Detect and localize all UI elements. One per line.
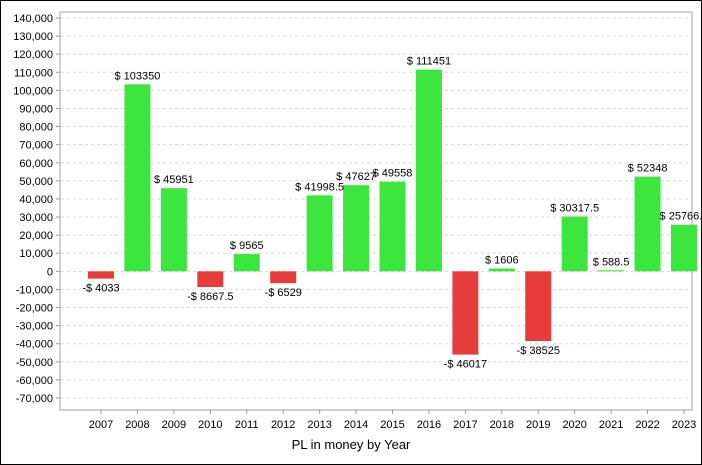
data-labels: -$ 4033 $ 103350 $ 45951 -$ 8667.5 $ 9565 -$ … <box>82 56 701 371</box>
y-tick-label: -70,000 <box>16 393 53 405</box>
y-tick-label: -30,000 <box>16 321 53 333</box>
data-label: $ 41998.5 <box>295 181 344 193</box>
y-tick-label: 110,000 <box>14 67 53 79</box>
bar <box>415 69 442 272</box>
x-tick-label: 2010 <box>198 419 222 431</box>
x-tick-label: 2015 <box>380 419 404 431</box>
bar <box>488 268 515 272</box>
data-label: $ 9565 <box>230 240 264 252</box>
y-tick-label: 40,000 <box>19 194 53 206</box>
y-tick-label: -50,000 <box>16 357 53 369</box>
x-tick-label: 2014 <box>344 419 368 431</box>
x-tick-label: 2019 <box>526 419 550 431</box>
y-axis-ticks: 140,000 130,000 120,000 110,000 100,000 90,00… <box>13 13 60 405</box>
y-tick-label: -10,000 <box>16 284 53 296</box>
bar <box>379 181 406 272</box>
bar <box>525 271 552 342</box>
x-tick-label: 2016 <box>417 419 441 431</box>
bar <box>233 254 260 272</box>
y-tick-label: 50,000 <box>19 176 53 188</box>
y-tick-label: 20,000 <box>19 230 53 242</box>
y-tick-label: -40,000 <box>16 339 53 351</box>
y-tick-label: 140,000 <box>13 13 53 25</box>
x-tick-label: 2009 <box>162 419 186 431</box>
x-tick-label: 2023 <box>672 419 696 431</box>
data-label: $ 25766.5 <box>660 211 701 223</box>
y-tick-label: 30,000 <box>19 212 53 224</box>
x-tick-label: 2022 <box>635 419 659 431</box>
data-label: $ 1606 <box>485 254 519 266</box>
y-tick-label: 10,000 <box>19 248 53 260</box>
x-tick-label: 2008 <box>125 419 149 431</box>
data-label: $ 30317.5 <box>550 202 599 214</box>
data-label: -$ 46017 <box>444 359 487 371</box>
bars <box>88 69 697 355</box>
x-tick-label: 2011 <box>235 419 259 431</box>
bar <box>561 216 588 272</box>
x-axis-title: PL in money by Year <box>292 437 411 452</box>
bar <box>634 176 661 272</box>
bar <box>598 270 625 272</box>
y-tick-label: 0 <box>47 266 53 278</box>
x-tick-label: 2013 <box>307 419 331 431</box>
bar <box>452 271 479 355</box>
y-tick-label: 90,000 <box>19 103 53 115</box>
data-label: $ 49558 <box>373 168 413 180</box>
x-tick-label: 2021 <box>599 419 623 431</box>
bar <box>343 185 370 272</box>
x-axis-ticks: 2007 2008 2009 2010 2011 2012 2013 2014 2015 2016… <box>89 410 696 431</box>
x-tick-label: 2020 <box>562 419 586 431</box>
y-tick-label: -20,000 <box>16 303 53 315</box>
data-label: -$ 4033 <box>82 283 119 295</box>
data-label: $ 52348 <box>628 163 668 175</box>
y-tick-label: 130,000 <box>13 31 53 43</box>
y-tick-label: 120,000 <box>13 49 53 61</box>
y-tick-label: 70,000 <box>19 140 53 152</box>
x-tick-label: 2017 <box>453 419 477 431</box>
x-tick-label: 2018 <box>490 419 514 431</box>
y-tick-label: -60,000 <box>16 375 53 387</box>
data-label: $ 45951 <box>154 174 194 186</box>
data-label: -$ 8667.5 <box>187 291 233 303</box>
bar <box>160 188 187 272</box>
bar <box>124 84 151 272</box>
bar <box>197 271 224 288</box>
bar <box>88 271 114 279</box>
bar <box>671 224 697 272</box>
x-tick-label: 2007 <box>89 419 113 431</box>
bar <box>270 271 297 284</box>
y-tick-label: 60,000 <box>19 158 53 170</box>
data-label: -$ 6529 <box>265 287 302 299</box>
data-label: $ 47627 <box>336 171 376 183</box>
y-tick-label: 80,000 <box>19 122 53 134</box>
bar <box>306 195 333 272</box>
data-label: -$ 38525 <box>517 345 560 357</box>
data-label: $ 103350 <box>114 70 160 82</box>
x-tick-label: 2012 <box>271 419 295 431</box>
y-tick-label: 100,000 <box>13 85 53 97</box>
data-label: $ 588.5 <box>593 256 630 268</box>
data-label: $ 111451 <box>407 56 451 68</box>
